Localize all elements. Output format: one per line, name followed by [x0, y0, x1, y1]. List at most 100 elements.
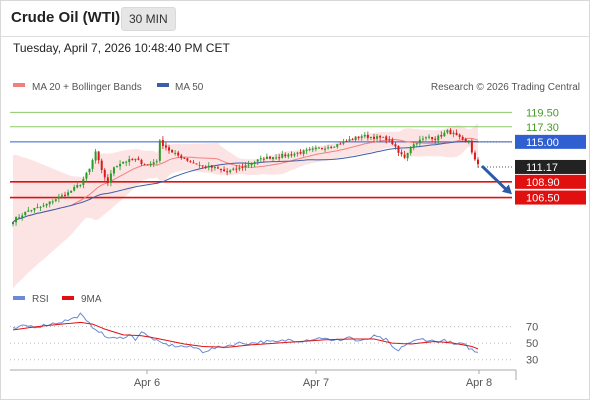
candle-body [330, 146, 333, 148]
candle [30, 209, 33, 213]
candle [406, 152, 409, 162]
candle [461, 135, 464, 141]
candle-body [220, 168, 223, 170]
candle-body [122, 161, 125, 164]
timeframe-badge[interactable]: 30 MIN [121, 7, 176, 31]
candle [119, 160, 122, 171]
candle-body [158, 140, 161, 161]
candle [24, 211, 27, 217]
title-divider [0, 36, 590, 37]
candle-body [177, 152, 180, 156]
candle-body [164, 145, 167, 148]
candle-body [324, 148, 327, 150]
candle [27, 206, 30, 212]
rsi-tick-30: 30 [526, 355, 538, 367]
candle-body [223, 169, 226, 171]
candle-body [290, 154, 293, 156]
candle-body [125, 161, 128, 163]
current-price-box [515, 159, 586, 174]
candle-body [376, 136, 379, 139]
candle [82, 176, 85, 189]
candle-body [369, 136, 372, 138]
candle-body [137, 158, 140, 160]
candle-body [406, 152, 409, 159]
candle [415, 143, 418, 147]
candle [272, 156, 275, 162]
candle-body [455, 132, 458, 136]
level-label-115.00: 115.00 [515, 134, 586, 149]
candle [409, 146, 412, 156]
candle-body [76, 185, 79, 188]
candle [244, 161, 247, 171]
candle-body [216, 167, 219, 169]
candle-body [305, 149, 308, 151]
candle [70, 190, 73, 193]
candle-body [431, 136, 434, 140]
candle-body [253, 162, 256, 164]
candle-body [360, 136, 363, 138]
x-axis: Apr 6 Apr 7 Apr 8 [10, 369, 517, 389]
candle [149, 161, 152, 168]
candle [177, 150, 180, 158]
candle [122, 161, 125, 164]
rsi-legend-swatch [13, 296, 25, 300]
candle [143, 163, 146, 166]
candle-body [412, 144, 415, 148]
candle-body [327, 147, 330, 149]
candle [333, 146, 336, 148]
candle [281, 150, 284, 159]
candle [15, 216, 18, 226]
candle [403, 150, 406, 159]
candle-body [183, 157, 186, 159]
candle [424, 136, 427, 141]
candle-body [128, 159, 131, 162]
candle [262, 156, 265, 163]
candle-body [45, 203, 48, 206]
candle [268, 155, 271, 160]
candle-body [397, 145, 400, 153]
candle [320, 147, 323, 150]
candle [314, 145, 317, 152]
candle [452, 130, 455, 138]
candle-body [400, 152, 403, 155]
candle [305, 147, 308, 155]
candle-body [54, 199, 57, 201]
candle [158, 138, 161, 164]
candle-body [91, 160, 94, 169]
forecast-arrow-shaft [480, 165, 508, 191]
candle-body [226, 171, 229, 173]
candle-body [314, 147, 317, 150]
rsi-tick-50: 50 [526, 338, 538, 350]
candle-body [97, 151, 100, 161]
candle-body [146, 164, 149, 166]
candle [131, 157, 134, 161]
candle [85, 171, 88, 183]
level-label-106.50: 106.50 [515, 190, 586, 205]
candle [116, 165, 119, 168]
candle-body [174, 152, 177, 154]
candle-body [79, 185, 82, 187]
candle-body [262, 158, 265, 160]
candle [458, 133, 461, 140]
candle [204, 165, 207, 170]
candle-body [247, 164, 250, 166]
candle-body [161, 139, 164, 146]
candle [275, 154, 278, 160]
candle [103, 168, 106, 181]
candle-body [36, 207, 39, 209]
candle-body [339, 143, 342, 145]
rsi-ma-legend-label: 9MA [81, 294, 102, 305]
candle-body [440, 135, 443, 137]
candle-body [461, 136, 464, 140]
candle [348, 135, 351, 142]
forecast-arrow [480, 165, 512, 195]
candle [137, 156, 140, 161]
candle-body [342, 141, 345, 144]
candle-body [351, 139, 354, 141]
level-label-box [515, 134, 586, 149]
candle [247, 160, 250, 168]
candle-body [213, 166, 216, 169]
candle-body [379, 135, 382, 138]
candle-body [73, 186, 76, 191]
